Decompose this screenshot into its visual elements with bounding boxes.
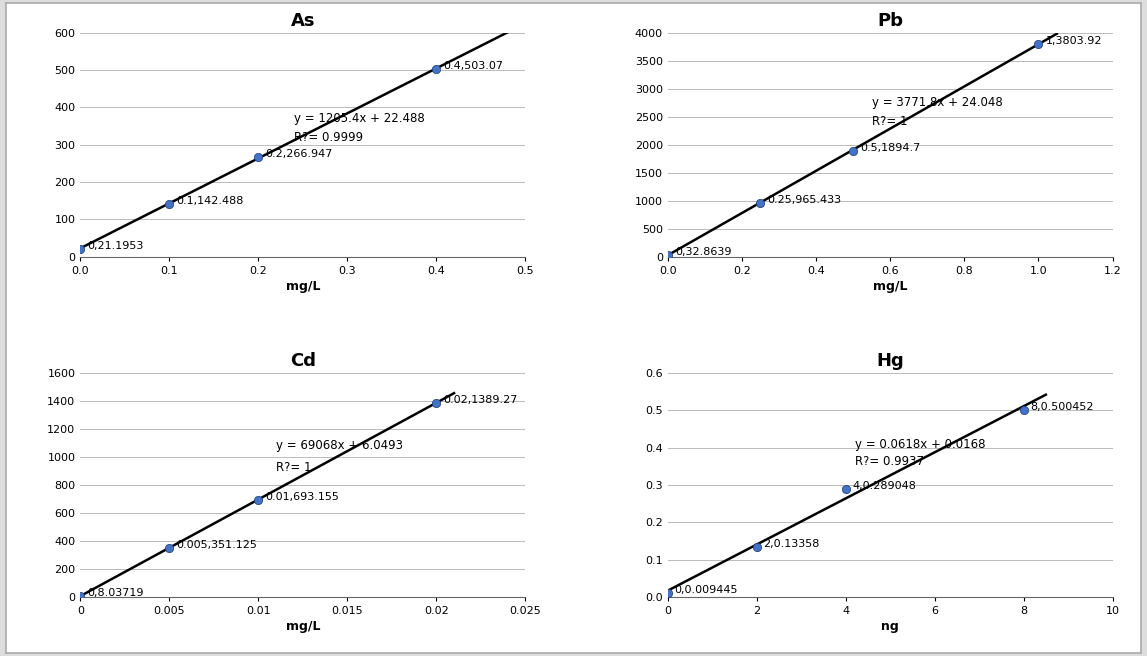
Point [836, 484, 855, 495]
Text: 0.5,1894.7: 0.5,1894.7 [860, 143, 921, 153]
Text: R?= 0.9999: R?= 0.9999 [294, 131, 362, 144]
Point [748, 542, 766, 552]
Point [161, 198, 179, 209]
Text: 8,0.500452: 8,0.500452 [1030, 402, 1094, 412]
Text: 0,8.03719: 0,8.03719 [87, 588, 143, 598]
Point [844, 146, 863, 156]
Point [427, 398, 445, 408]
Point [658, 588, 677, 599]
Point [249, 152, 267, 162]
Text: 1,3803.92: 1,3803.92 [1046, 36, 1102, 46]
X-axis label: mg/L: mg/L [873, 280, 907, 293]
Text: 0.2,266.947: 0.2,266.947 [265, 149, 333, 159]
Text: 0.4,503.07: 0.4,503.07 [444, 61, 504, 71]
Text: 0.005,351.125: 0.005,351.125 [177, 540, 257, 550]
Point [427, 64, 445, 74]
Text: 0.25,965.433: 0.25,965.433 [767, 195, 842, 205]
Text: y = 0.0618x + 0.0168: y = 0.0618x + 0.0168 [855, 438, 985, 451]
Text: 0.02,1389.27: 0.02,1389.27 [444, 395, 517, 405]
Text: 0.01,693.155: 0.01,693.155 [265, 492, 340, 502]
Point [658, 249, 677, 260]
Point [1029, 39, 1047, 49]
Text: 2,0.13358: 2,0.13358 [763, 539, 820, 549]
X-axis label: ng: ng [881, 620, 899, 633]
Text: 0,21.1953: 0,21.1953 [87, 241, 143, 251]
Title: Hg: Hg [876, 352, 904, 370]
Point [161, 543, 179, 553]
Text: y = 3771.8x + 24.048: y = 3771.8x + 24.048 [872, 96, 1002, 108]
Point [751, 197, 770, 208]
X-axis label: mg/L: mg/L [286, 280, 320, 293]
Point [71, 243, 89, 254]
Point [71, 590, 89, 601]
Point [249, 495, 267, 505]
Text: 0,0.009445: 0,0.009445 [674, 585, 738, 596]
Point [1014, 405, 1032, 415]
Title: Cd: Cd [290, 352, 315, 370]
Text: y = 1205.4x + 22.488: y = 1205.4x + 22.488 [294, 112, 424, 125]
Text: R?= 1: R?= 1 [276, 461, 312, 474]
X-axis label: mg/L: mg/L [286, 620, 320, 633]
Title: As: As [290, 12, 315, 30]
Text: 0,32.8639: 0,32.8639 [676, 247, 732, 257]
Text: y = 69068x + 6.0493: y = 69068x + 6.0493 [276, 439, 403, 451]
Text: 4,0.289048: 4,0.289048 [852, 481, 916, 491]
Text: 0.1,142.488: 0.1,142.488 [177, 195, 244, 205]
Text: R?= 1: R?= 1 [872, 115, 907, 128]
Text: R?= 0.9937: R?= 0.9937 [855, 455, 923, 468]
Title: Pb: Pb [877, 12, 903, 30]
